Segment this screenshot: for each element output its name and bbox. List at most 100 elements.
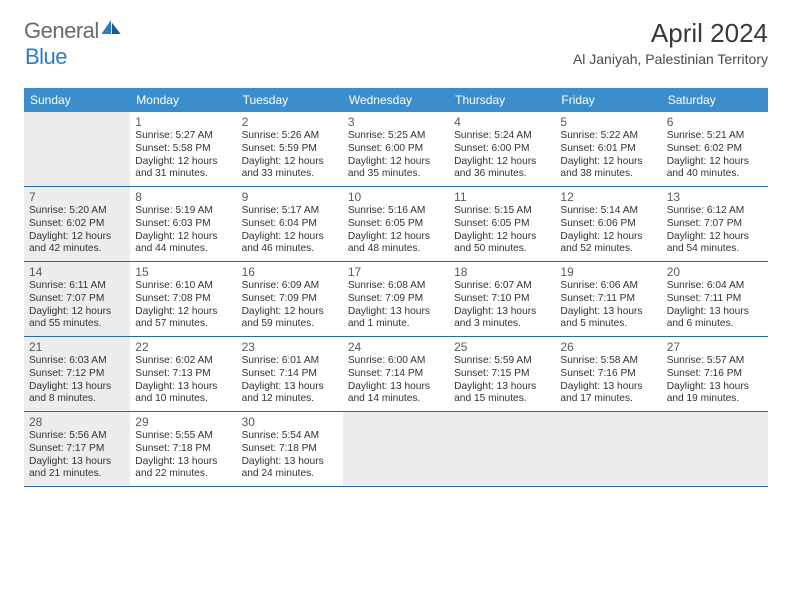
day-detail: Sunrise: 5:22 AMSunset: 6:01 PMDaylight:… (560, 130, 656, 181)
day-detail: Sunrise: 5:56 AMSunset: 7:17 PMDaylight:… (29, 430, 125, 481)
day-number: 27 (667, 340, 763, 354)
day-number: 3 (348, 115, 444, 129)
day-detail: Sunrise: 6:04 AMSunset: 7:11 PMDaylight:… (667, 280, 763, 331)
day-detail: Sunrise: 5:27 AMSunset: 5:58 PMDaylight:… (135, 130, 231, 181)
day-number: 30 (242, 415, 338, 429)
day-number: 16 (242, 265, 338, 279)
day-number: 4 (454, 115, 550, 129)
day-number: 15 (135, 265, 231, 279)
day-detail: Sunrise: 6:00 AMSunset: 7:14 PMDaylight:… (348, 355, 444, 406)
week-row: 1Sunrise: 5:27 AMSunset: 5:58 PMDaylight… (24, 112, 768, 186)
title-block: April 2024 Al Janiyah, Palestinian Terri… (573, 18, 768, 67)
day-number: 6 (667, 115, 763, 129)
day-detail: Sunrise: 6:10 AMSunset: 7:08 PMDaylight:… (135, 280, 231, 331)
day-number: 12 (560, 190, 656, 204)
day-header-cell: Saturday (662, 88, 768, 112)
day-number: 23 (242, 340, 338, 354)
day-cell (343, 412, 449, 486)
day-number: 18 (454, 265, 550, 279)
day-detail: Sunrise: 6:03 AMSunset: 7:12 PMDaylight:… (29, 355, 125, 406)
day-number: 13 (667, 190, 763, 204)
day-cell: 11Sunrise: 5:15 AMSunset: 6:05 PMDayligh… (449, 187, 555, 261)
day-cell: 10Sunrise: 5:16 AMSunset: 6:05 PMDayligh… (343, 187, 449, 261)
day-number: 5 (560, 115, 656, 129)
day-header-row: SundayMondayTuesdayWednesdayThursdayFrid… (24, 88, 768, 112)
day-detail: Sunrise: 5:25 AMSunset: 6:00 PMDaylight:… (348, 130, 444, 181)
day-detail: Sunrise: 5:59 AMSunset: 7:15 PMDaylight:… (454, 355, 550, 406)
day-cell: 27Sunrise: 5:57 AMSunset: 7:16 PMDayligh… (662, 337, 768, 411)
day-number: 21 (29, 340, 125, 354)
day-header-cell: Monday (130, 88, 236, 112)
day-cell: 28Sunrise: 5:56 AMSunset: 7:17 PMDayligh… (24, 412, 130, 486)
day-cell: 8Sunrise: 5:19 AMSunset: 6:03 PMDaylight… (130, 187, 236, 261)
day-cell (24, 112, 130, 186)
day-number: 19 (560, 265, 656, 279)
day-cell (555, 412, 661, 486)
day-header-cell: Friday (555, 88, 661, 112)
week-row: 14Sunrise: 6:11 AMSunset: 7:07 PMDayligh… (24, 261, 768, 336)
day-cell: 13Sunrise: 6:12 AMSunset: 7:07 PMDayligh… (662, 187, 768, 261)
day-number: 24 (348, 340, 444, 354)
day-detail: Sunrise: 6:02 AMSunset: 7:13 PMDaylight:… (135, 355, 231, 406)
calendar-page: GeneralBlue April 2024 Al Janiyah, Pales… (0, 0, 792, 497)
day-cell (662, 412, 768, 486)
calendar: SundayMondayTuesdayWednesdayThursdayFrid… (24, 88, 768, 487)
day-cell: 6Sunrise: 5:21 AMSunset: 6:02 PMDaylight… (662, 112, 768, 186)
day-cell: 3Sunrise: 5:25 AMSunset: 6:00 PMDaylight… (343, 112, 449, 186)
day-cell: 1Sunrise: 5:27 AMSunset: 5:58 PMDaylight… (130, 112, 236, 186)
day-number: 28 (29, 415, 125, 429)
day-cell: 17Sunrise: 6:08 AMSunset: 7:09 PMDayligh… (343, 262, 449, 336)
day-cell: 7Sunrise: 5:20 AMSunset: 6:02 PMDaylight… (24, 187, 130, 261)
day-number: 22 (135, 340, 231, 354)
day-detail: Sunrise: 6:11 AMSunset: 7:07 PMDaylight:… (29, 280, 125, 331)
day-number: 1 (135, 115, 231, 129)
day-cell: 20Sunrise: 6:04 AMSunset: 7:11 PMDayligh… (662, 262, 768, 336)
day-cell: 29Sunrise: 5:55 AMSunset: 7:18 PMDayligh… (130, 412, 236, 486)
day-cell: 15Sunrise: 6:10 AMSunset: 7:08 PMDayligh… (130, 262, 236, 336)
day-detail: Sunrise: 5:26 AMSunset: 5:59 PMDaylight:… (242, 130, 338, 181)
day-cell: 26Sunrise: 5:58 AMSunset: 7:16 PMDayligh… (555, 337, 661, 411)
brand-logo: GeneralBlue (24, 18, 121, 70)
week-row: 7Sunrise: 5:20 AMSunset: 6:02 PMDaylight… (24, 186, 768, 261)
day-number: 25 (454, 340, 550, 354)
day-detail: Sunrise: 6:01 AMSunset: 7:14 PMDaylight:… (242, 355, 338, 406)
day-detail: Sunrise: 5:54 AMSunset: 7:18 PMDaylight:… (242, 430, 338, 481)
day-cell: 24Sunrise: 6:00 AMSunset: 7:14 PMDayligh… (343, 337, 449, 411)
day-cell: 21Sunrise: 6:03 AMSunset: 7:12 PMDayligh… (24, 337, 130, 411)
brand-text-gray: General (24, 18, 99, 43)
day-header-cell: Thursday (449, 88, 555, 112)
brand-text-blue: Blue (25, 44, 67, 69)
day-detail: Sunrise: 6:08 AMSunset: 7:09 PMDaylight:… (348, 280, 444, 331)
week-row: 28Sunrise: 5:56 AMSunset: 7:17 PMDayligh… (24, 411, 768, 486)
day-cell (449, 412, 555, 486)
day-cell: 18Sunrise: 6:07 AMSunset: 7:10 PMDayligh… (449, 262, 555, 336)
day-number: 8 (135, 190, 231, 204)
day-number: 17 (348, 265, 444, 279)
day-detail: Sunrise: 5:24 AMSunset: 6:00 PMDaylight:… (454, 130, 550, 181)
month-title: April 2024 (573, 18, 768, 49)
day-cell: 12Sunrise: 5:14 AMSunset: 6:06 PMDayligh… (555, 187, 661, 261)
brand-stack: GeneralBlue (24, 18, 121, 70)
day-cell: 16Sunrise: 6:09 AMSunset: 7:09 PMDayligh… (237, 262, 343, 336)
day-detail: Sunrise: 5:55 AMSunset: 7:18 PMDaylight:… (135, 430, 231, 481)
day-cell: 30Sunrise: 5:54 AMSunset: 7:18 PMDayligh… (237, 412, 343, 486)
day-number: 11 (454, 190, 550, 204)
day-cell: 9Sunrise: 5:17 AMSunset: 6:04 PMDaylight… (237, 187, 343, 261)
day-cell: 23Sunrise: 6:01 AMSunset: 7:14 PMDayligh… (237, 337, 343, 411)
day-detail: Sunrise: 5:20 AMSunset: 6:02 PMDaylight:… (29, 205, 125, 256)
day-cell: 14Sunrise: 6:11 AMSunset: 7:07 PMDayligh… (24, 262, 130, 336)
day-number: 9 (242, 190, 338, 204)
day-detail: Sunrise: 5:17 AMSunset: 6:04 PMDaylight:… (242, 205, 338, 256)
day-cell: 22Sunrise: 6:02 AMSunset: 7:13 PMDayligh… (130, 337, 236, 411)
day-detail: Sunrise: 5:21 AMSunset: 6:02 PMDaylight:… (667, 130, 763, 181)
day-number: 7 (29, 190, 125, 204)
day-cell: 5Sunrise: 5:22 AMSunset: 6:01 PMDaylight… (555, 112, 661, 186)
sail-icon (101, 20, 121, 34)
week-row: 21Sunrise: 6:03 AMSunset: 7:12 PMDayligh… (24, 336, 768, 411)
day-cell: 2Sunrise: 5:26 AMSunset: 5:59 PMDaylight… (237, 112, 343, 186)
day-number: 26 (560, 340, 656, 354)
day-number: 2 (242, 115, 338, 129)
day-header-cell: Sunday (24, 88, 130, 112)
day-detail: Sunrise: 5:19 AMSunset: 6:03 PMDaylight:… (135, 205, 231, 256)
location-label: Al Janiyah, Palestinian Territory (573, 51, 768, 67)
